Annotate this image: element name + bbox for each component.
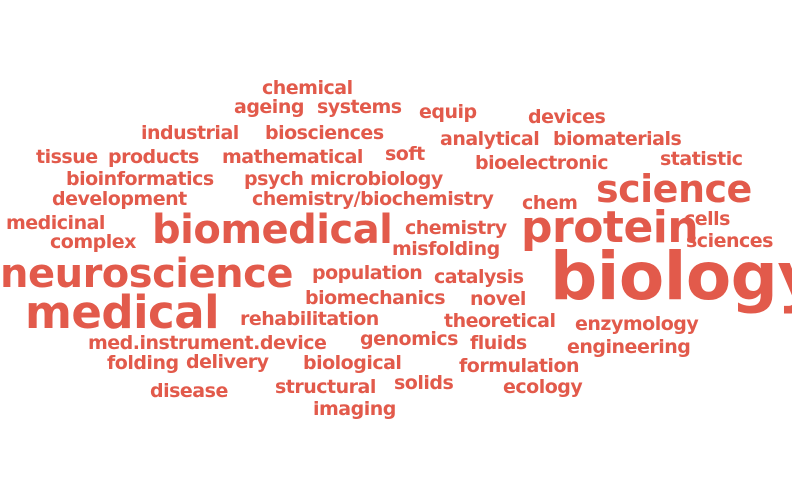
word-equip: equip [419,101,477,123]
word-imaging: imaging [313,398,396,420]
word-complex: complex [50,231,136,253]
word-theoretical: theoretical [444,310,556,332]
word-bioelectronic: bioelectronic [475,152,609,174]
word-solids: solids [394,372,454,394]
word-biomechanics: biomechanics [305,287,446,309]
word-biosciences: biosciences [265,122,384,144]
word-biology: biology [550,238,792,315]
word-biological: biological [303,352,402,374]
word-protein: protein [521,202,699,253]
word-science: science [596,167,752,211]
word-chem: chem [522,192,578,214]
word-industrial: industrial [141,122,239,144]
word-med-instrument-device: med.instrument.device [88,332,327,354]
word-biomaterials: biomaterials [553,128,682,150]
word-statistic: statistic [660,148,743,170]
word-population: population [312,262,423,284]
word-tissue: tissue [36,146,98,168]
word-disease: disease [150,380,228,402]
word-catalysis: catalysis [434,266,524,288]
word-folding: folding [107,352,179,374]
word-novel: novel [470,288,526,310]
word-engineering: engineering [567,336,691,358]
word-chemical: chemical [262,77,353,99]
word-biomedical: biomedical [152,207,393,253]
word-genomics: genomics [360,328,458,350]
word-devices: devices [528,106,606,128]
word-misfolding: misfolding [392,238,500,260]
word-cells: cells [684,208,730,230]
word-chemistry-biochemistry: chemistry/biochemistry [252,188,494,210]
word-bioinformatics: bioinformatics [66,168,214,190]
word-mathematical: mathematical [222,146,363,168]
word-delivery: delivery [186,351,269,373]
word-systems: systems [317,96,402,118]
word-enzymology: enzymology [575,313,699,335]
word-products: products [108,146,199,168]
word-medical: medical [25,286,220,339]
word-sciences: sciences [686,230,773,252]
word-formulation: formulation [459,355,580,377]
word-medicinal: medicinal [6,212,105,234]
word-rehabilitation: rehabilitation [240,308,379,330]
word-ageing: ageing [234,96,304,118]
word-psych: psych [244,168,304,190]
word-ecology: ecology [503,376,583,398]
word-soft: soft [385,143,425,165]
word-analytical: analytical [440,128,540,150]
word-structural: structural [275,376,376,398]
word-neuroscience: neuroscience [0,251,293,297]
word-microbiology: microbiology [310,168,443,190]
word-chemistry: chemistry [405,217,507,239]
word-fluids: fluids [470,332,527,354]
word-development: development [52,188,187,210]
